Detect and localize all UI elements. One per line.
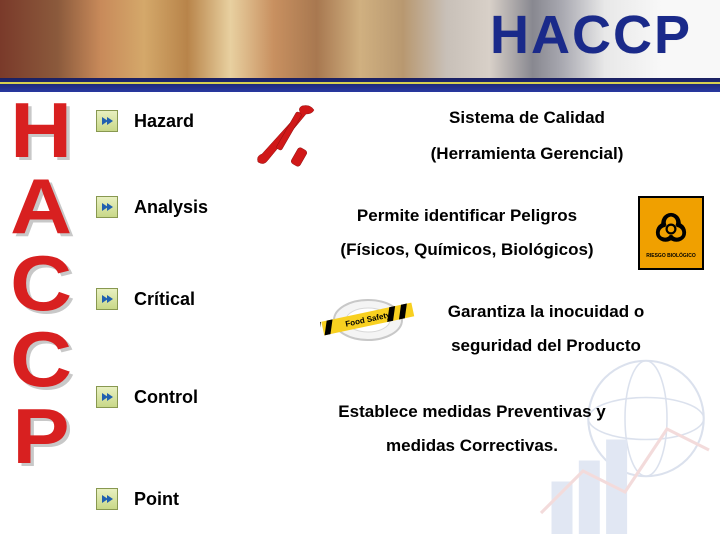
vletter-a: A — [10, 168, 72, 244]
bullet-icon — [96, 196, 118, 218]
term-analysis: Analysis — [134, 197, 208, 218]
term-control: Control — [134, 387, 198, 408]
desc-control-2: medidas Correctivas. — [292, 436, 652, 456]
row-analysis: Analysis — [96, 196, 208, 218]
term-critical: Crítical — [134, 289, 195, 310]
bullet-icon — [96, 386, 118, 408]
biohazard-icon: RIESGO BIOLÓGICO — [638, 196, 704, 270]
vletter-p: P — [12, 398, 69, 474]
row-point: Point — [96, 488, 179, 510]
term-point: Point — [134, 489, 179, 510]
desc-analysis-1: Permite identificar Peligros — [302, 206, 632, 226]
tools-icon — [242, 104, 332, 174]
bullet-icon — [96, 288, 118, 310]
desc-critical-1: Garantiza la inocuidad o — [396, 302, 696, 322]
desc-hazard-2: (Herramienta Gerencial) — [362, 144, 692, 164]
banner-accent-line — [0, 82, 720, 84]
biohazard-label: RIESGO BIOLÓGICO — [646, 253, 695, 259]
bullet-icon — [96, 110, 118, 132]
vertical-acronym: H A C C P — [0, 92, 88, 540]
vletter-h: H — [10, 92, 72, 168]
term-hazard: Hazard — [134, 111, 194, 132]
bullet-icon — [96, 488, 118, 510]
content-area: RIESGO BIOLÓGICO Food Safety Hazard Sist… — [96, 100, 706, 530]
desc-analysis-2: (Físicos, Químicos, Biológicos) — [302, 240, 632, 260]
vletter-c2: C — [10, 321, 72, 397]
desc-critical-2: seguridad del Producto — [396, 336, 696, 356]
vletter-c1: C — [10, 245, 72, 321]
header-banner: HACCP — [0, 0, 720, 92]
banner-title: HACCP — [490, 4, 692, 66]
row-control: Control — [96, 386, 198, 408]
row-critical: Crítical — [96, 288, 195, 310]
banner-under-bar — [0, 78, 720, 92]
row-hazard: Hazard — [96, 110, 194, 132]
desc-control-1: Establece medidas Preventivas y — [292, 402, 652, 422]
desc-hazard-1: Sistema de Calidad — [362, 108, 692, 128]
